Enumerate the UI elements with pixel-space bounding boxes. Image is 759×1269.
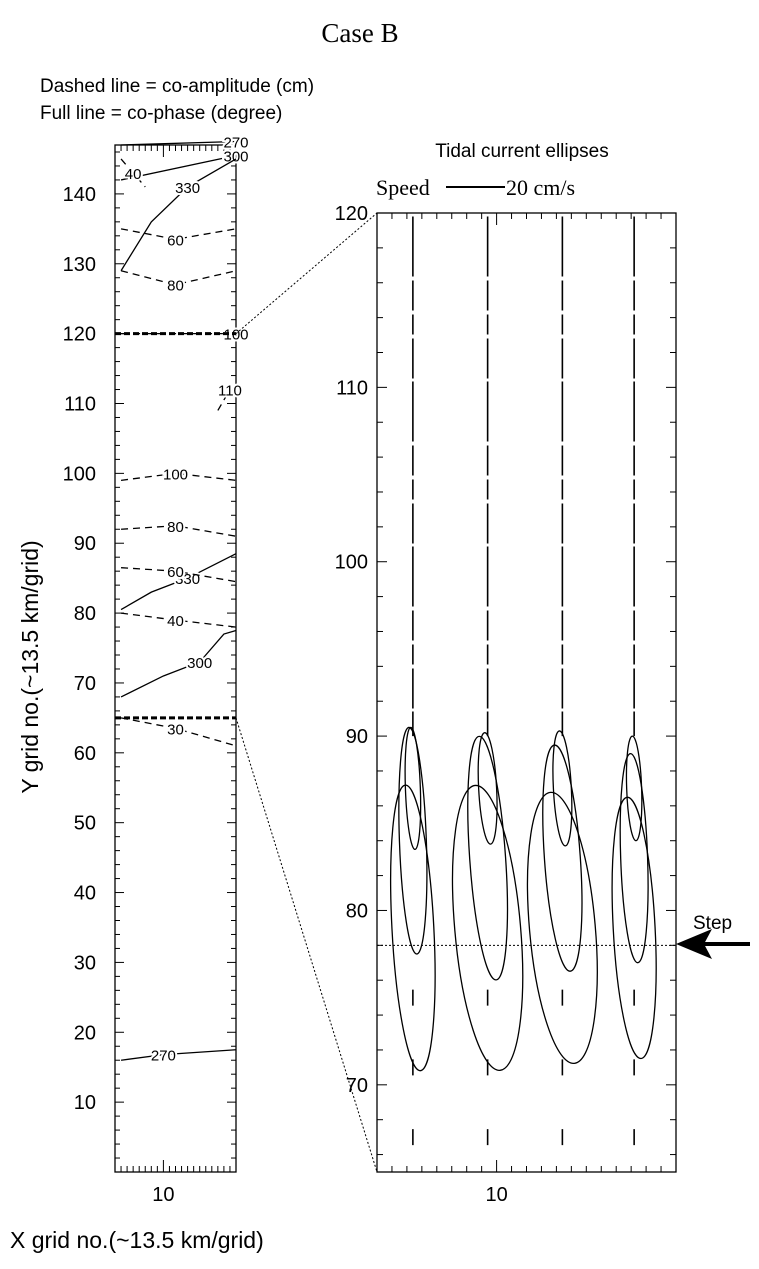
y-tick-label: 90 <box>74 533 96 555</box>
co-amplitude-line-label: 100 <box>163 466 188 483</box>
x-axis-label: X grid no.(~13.5 km/grid) <box>10 1227 264 1253</box>
co-amplitude-line-label: 80 <box>167 519 184 536</box>
y-tick-label: 80 <box>346 900 368 922</box>
y-tick-label: 130 <box>63 254 96 276</box>
y-tick-label: 110 <box>64 393 96 415</box>
co-phase-line <box>121 140 237 146</box>
x-tick-label: 10 <box>152 1184 174 1206</box>
co-phase-line <box>120 1049 237 1061</box>
co-amplitude-line-label: 40 <box>125 166 142 183</box>
left-frame <box>114 144 237 1173</box>
tidal-ellipse <box>526 791 598 1065</box>
y-tick-label: 100 <box>63 463 96 485</box>
y-tick-label: 40 <box>74 883 96 905</box>
zoom-guides <box>235 212 378 1173</box>
tidal-ellipse <box>390 784 436 1072</box>
ellipse-panel: 70 80 90 100 110 120 10 <box>335 203 677 1206</box>
tidal-ellipse <box>619 752 649 964</box>
y-tick-label: 120 <box>63 324 96 346</box>
y-tick-label: 10 <box>74 1092 96 1114</box>
y-tick-label: 140 <box>63 184 96 206</box>
tidal-ellipse <box>552 730 573 847</box>
y-tick-label: 100 <box>335 552 368 574</box>
co-phase-line-label: 270 <box>151 1048 176 1065</box>
tidal-ellipse <box>467 735 509 981</box>
legend-full-text: Full line = co-phase (degree) <box>40 103 282 124</box>
y-tick-label: 110 <box>336 377 368 399</box>
zoom-guide-line <box>235 717 378 1173</box>
co-phase-line-label: 300 <box>187 655 212 672</box>
legend-dashed-text: Dashed line = co-amplitude (cm) <box>40 76 314 97</box>
right-frame <box>376 212 677 1173</box>
tidal-ellipse <box>625 735 643 842</box>
co-amplitude-line-label: 30 <box>167 721 184 738</box>
co-amplitude-line <box>120 612 237 628</box>
y-tick-label: 90 <box>346 726 368 748</box>
co-phase-line-label: 270 <box>223 135 248 152</box>
tidal-ellipse <box>398 726 428 955</box>
y-tick-label: 80 <box>74 603 96 625</box>
co-amplitude-line <box>120 472 237 481</box>
co-phase-line <box>120 629 237 698</box>
speed-key-value: 20 cm/s <box>506 175 575 200</box>
co-amplitude-line <box>121 525 237 537</box>
step-label: Step <box>693 913 732 934</box>
y-tick-label: 50 <box>74 813 96 835</box>
co-phase-line-label: 300 <box>223 148 248 165</box>
co-amplitude-line <box>120 158 146 188</box>
y-axis-label: Y grid no.(~13.5 km/grid) <box>17 540 43 793</box>
co-amplitude-line <box>217 389 231 411</box>
tidal-ellipse <box>404 726 422 851</box>
tidal-ellipse <box>542 744 583 972</box>
co-amplitude-line <box>121 567 237 583</box>
co-amplitude-line <box>120 717 237 747</box>
co-amplitude-line-label: 60 <box>167 564 184 581</box>
co-phase-line-label: 330 <box>175 180 200 197</box>
y-tick-label: 120 <box>335 203 368 225</box>
zoom-guide-line <box>235 212 378 335</box>
tidal-ellipse <box>477 732 498 845</box>
speed-key-label: Speed <box>376 175 430 200</box>
co-amplitude-line-label: 110 <box>218 383 242 400</box>
y-tick-label: 70 <box>346 1075 368 1097</box>
tidal-ellipse <box>451 784 524 1072</box>
y-tick-label: 20 <box>74 1022 96 1044</box>
step-arrow <box>676 929 750 959</box>
contour-panel: 1020304050607080901001101201301401027030… <box>63 133 251 1206</box>
co-phase-line <box>120 154 237 181</box>
x-tick-label: 10 <box>485 1184 507 1206</box>
y-tick-label: 70 <box>74 673 96 695</box>
co-amplitude-line-label: 60 <box>167 232 184 249</box>
y-tick-label: 60 <box>74 743 96 765</box>
co-amplitude-line-label: 80 <box>167 278 184 295</box>
co-phase-line <box>120 158 237 272</box>
tidal-ellipse <box>611 796 657 1060</box>
co-amplitude-line <box>120 228 237 240</box>
co-phase-line <box>120 553 237 611</box>
right-panel-title: Tidal current ellipses <box>435 141 609 162</box>
co-amplitude-line <box>120 270 237 286</box>
co-amplitude-line-label: 40 <box>167 613 184 630</box>
figure-title: Case B <box>321 18 398 48</box>
y-tick-label: 30 <box>74 952 96 974</box>
